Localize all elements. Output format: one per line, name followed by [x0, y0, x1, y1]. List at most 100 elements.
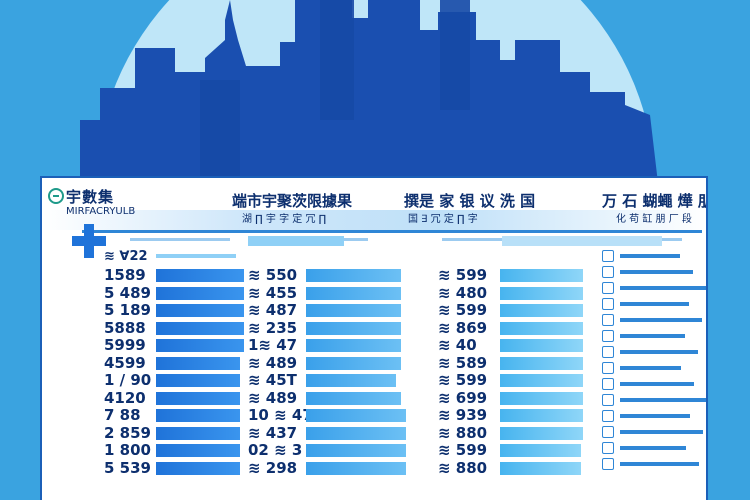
- col3-bar: [500, 444, 581, 457]
- col3-bar: [500, 461, 581, 475]
- list-item-icon: [602, 394, 614, 406]
- section1-subtitle: 湖 ∏ 宇 字 定 冗 ∏: [242, 214, 327, 225]
- list-item-icon: [602, 250, 614, 262]
- col2-bar: [306, 356, 401, 370]
- col3-row-label: ≋ 869: [438, 318, 488, 337]
- data-panel: 宇數集 MIRFACRYULB 端市宇聚茨限據果 湖 ∏ 宇 字 定 冗 ∏ 撰…: [40, 176, 708, 500]
- list-item-icon: [602, 330, 614, 342]
- col2-bar: [306, 409, 406, 422]
- col3-row-label: ≋ 599: [438, 266, 488, 284]
- col2-bar: [306, 269, 401, 282]
- col1-row-label: 5888: [104, 318, 146, 337]
- list-item-icon: [602, 378, 614, 390]
- list-item-text-line: [620, 382, 694, 386]
- plus-cross-icon: [72, 224, 106, 258]
- col2-row-label: ≋ 487: [248, 301, 298, 319]
- col2-row-label: ≋ 45T: [248, 371, 297, 389]
- col3-bar: [500, 391, 583, 405]
- list-item-text-line: [620, 302, 689, 306]
- col1-label-top: ≋ ∀22: [104, 249, 148, 264]
- list-item-text-line: [620, 414, 690, 418]
- col1-bar: [156, 391, 240, 405]
- col1-row-label: 1589: [104, 266, 146, 284]
- col3-row-label: ≋ 589: [438, 353, 488, 372]
- col1-row-label: 5999: [104, 336, 146, 354]
- col3-row-label: ≋ 480: [438, 283, 488, 302]
- section3-title: 万 石 蝴蠅 燁 朋 比: [602, 192, 706, 210]
- section1-title: 端市宇聚茨限據果: [232, 192, 353, 210]
- col3-header-bar: [502, 236, 662, 246]
- col2-row-label: ≋ 235: [248, 318, 298, 337]
- list-item-icon: [602, 346, 614, 358]
- col1-row-label: 5 489: [104, 283, 151, 302]
- col3-row-label: ≋ 599: [438, 441, 488, 459]
- col3-bar: [500, 286, 583, 300]
- section2-title: 撰是 家 银 议 洗 国: [404, 192, 536, 210]
- list-item-icon: [602, 266, 614, 278]
- list-item-text-line: [620, 430, 703, 434]
- col1-row-label: 5 539: [104, 458, 151, 477]
- header-rule: [82, 230, 702, 233]
- col2-row-label: ≋ 298: [248, 458, 298, 477]
- col1-bar: [156, 339, 244, 352]
- col3-bar: [500, 304, 583, 317]
- city-skyline-background: [80, 0, 660, 200]
- col2-bar: [306, 426, 406, 440]
- col2-header-bar: [248, 236, 344, 246]
- logo-icon: [48, 188, 64, 204]
- col1-row-label: 2 859: [104, 423, 151, 442]
- section2-subtitle: 国 ∃ 冗 定 ∏ 字: [408, 214, 478, 225]
- col1-header-bar: [156, 254, 236, 258]
- list-item-text-line: [620, 398, 706, 402]
- section3-subtitle: 化 苟 缸 朋 厂 段: [616, 214, 692, 225]
- col2-bar: [306, 339, 401, 352]
- col3-row-label: ≋ 939: [438, 406, 488, 424]
- col3-bar: [500, 426, 583, 440]
- list-item-icon: [602, 410, 614, 422]
- list-item-icon: [602, 442, 614, 454]
- col1-row-label: 1 / 90: [104, 371, 152, 389]
- col3-row-label: ≋ 599: [438, 371, 488, 389]
- col2-row-label: ≋ 437: [248, 423, 298, 442]
- col1-row-label: 5 189: [104, 301, 151, 319]
- list-item-text-line: [620, 254, 680, 258]
- col1-bar: [156, 461, 240, 475]
- list-item-text-line: [620, 350, 698, 354]
- list-item-icon: [602, 362, 614, 374]
- col3-row-label: ≋ 880: [438, 458, 488, 477]
- col3-row-label: ≋ 880: [438, 423, 488, 442]
- col2-row-label: ≋ 489: [248, 353, 298, 372]
- list-item-icon: [602, 426, 614, 438]
- col1-row-label: 7 88: [104, 406, 141, 424]
- col3-row-label: ≋ 699: [438, 388, 488, 407]
- col2-bar: [306, 304, 401, 317]
- col3-row-label: ≋ 40: [438, 336, 477, 354]
- list-item-text-line: [620, 366, 681, 370]
- col3-row-label: ≋ 599: [438, 301, 488, 319]
- col2-row-label: 10 ≋ 47: [248, 406, 313, 424]
- list-item-icon: [602, 314, 614, 326]
- list-item-text-line: [620, 270, 693, 274]
- list-item-text-line: [620, 462, 699, 466]
- list-item-text-line: [620, 286, 706, 290]
- col2-row-label: ≋ 489: [248, 388, 298, 407]
- list-item-icon: [602, 282, 614, 294]
- col1-bar: [156, 444, 240, 457]
- col1-row-label: 4599: [104, 353, 146, 372]
- col2-row-label: ≋ 550: [248, 266, 298, 284]
- col3-bar: [500, 374, 583, 387]
- col2-bar: [306, 374, 396, 387]
- col2-bar: [306, 321, 401, 335]
- col3-bar: [500, 321, 583, 335]
- col2-bar: [306, 391, 401, 405]
- list-item-text-line: [620, 318, 702, 322]
- brand-title: 宇數集: [66, 188, 115, 206]
- col1-bar: [156, 321, 244, 335]
- col3-bar: [500, 339, 583, 352]
- col1-bar: [156, 286, 244, 300]
- col3-bar: [500, 409, 583, 422]
- col2-row-label: 02 ≋ 3: [248, 441, 303, 459]
- col1-bar: [156, 426, 240, 440]
- col1-bar: [156, 304, 244, 317]
- col1-bar: [156, 269, 244, 282]
